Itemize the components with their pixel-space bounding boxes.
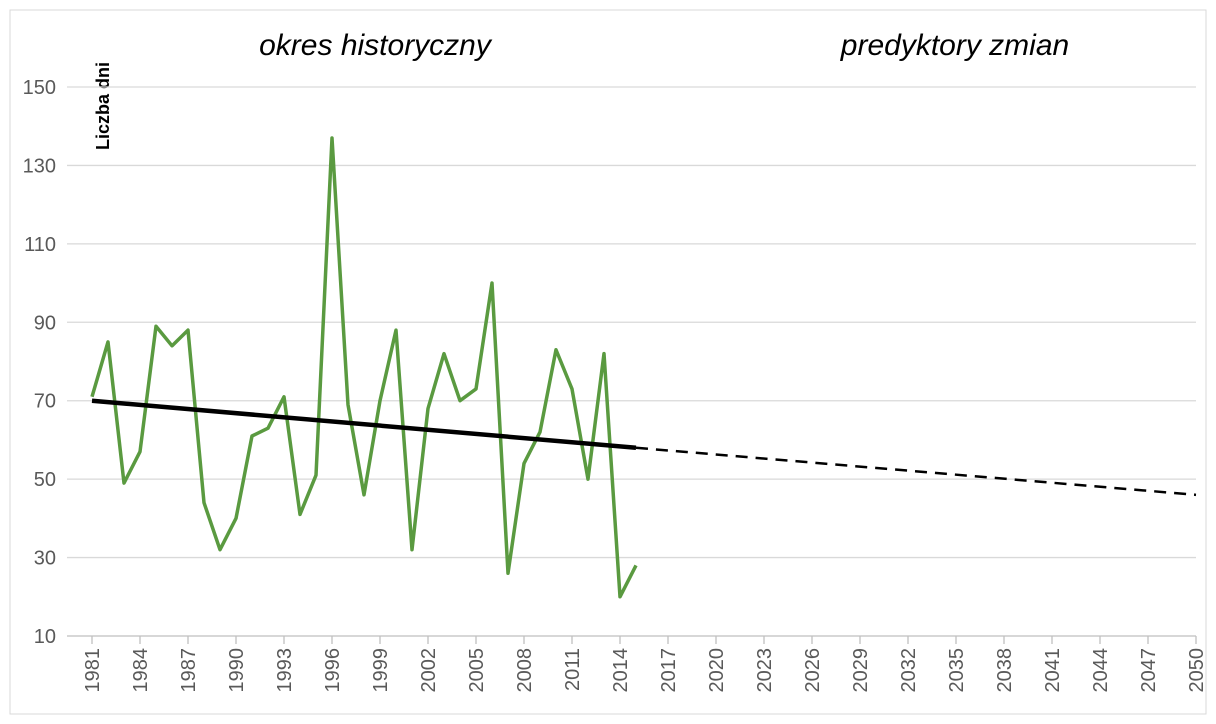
y-tick-label: 10 <box>34 626 56 648</box>
annotation: predyktory zmian <box>840 29 1069 62</box>
y-tick-label: 150 <box>23 77 56 99</box>
x-tick-label: 2029 <box>850 648 872 693</box>
y-tick-label: 110 <box>24 234 56 256</box>
x-tick-label: 2026 <box>802 648 824 693</box>
y-tick-label: 130 <box>23 155 56 177</box>
y-tick-label: 70 <box>34 391 56 413</box>
x-tick-label: 2005 <box>466 648 488 693</box>
series-line <box>91 398 637 451</box>
x-tick-label: 1987 <box>178 648 200 693</box>
chart-border <box>9 9 1207 715</box>
x-tick-label: 1981 <box>82 648 104 693</box>
x-tick-label: 2020 <box>706 648 728 693</box>
x-tick-label: 2011 <box>562 648 584 691</box>
x-tick-label: 2017 <box>658 648 680 693</box>
y-tick-label: 50 <box>34 469 56 491</box>
series-line <box>635 446 1197 497</box>
x-tick-label: 2023 <box>754 648 776 693</box>
x-tick-label: 2050 <box>1186 648 1208 693</box>
x-tick-label: 1990 <box>226 648 248 693</box>
y-tick-label: 30 <box>34 548 56 570</box>
x-tick-label: 2041 <box>1042 648 1064 693</box>
y-tick-label: 90 <box>34 312 56 334</box>
annotation: okres historyczny <box>259 29 493 62</box>
x-tick-label: 1993 <box>274 648 296 693</box>
y-axis-label: Liczba dni <box>93 62 113 150</box>
x-tick-label: 2035 <box>946 648 968 693</box>
x-tick-label: 2038 <box>994 648 1016 693</box>
x-tick-label: 2002 <box>418 648 440 693</box>
x-tick-label: 2044 <box>1090 648 1112 693</box>
x-tick-label: 2008 <box>514 648 536 693</box>
x-tick-label: 2014 <box>610 648 632 693</box>
x-tick-label: 1996 <box>322 648 344 693</box>
x-tick-label: 2047 <box>1138 648 1160 693</box>
x-tick-label: 1984 <box>130 648 152 693</box>
x-tick-label: 2032 <box>898 648 920 693</box>
x-tick-label: 1999 <box>370 648 392 693</box>
series-line <box>90 136 638 599</box>
